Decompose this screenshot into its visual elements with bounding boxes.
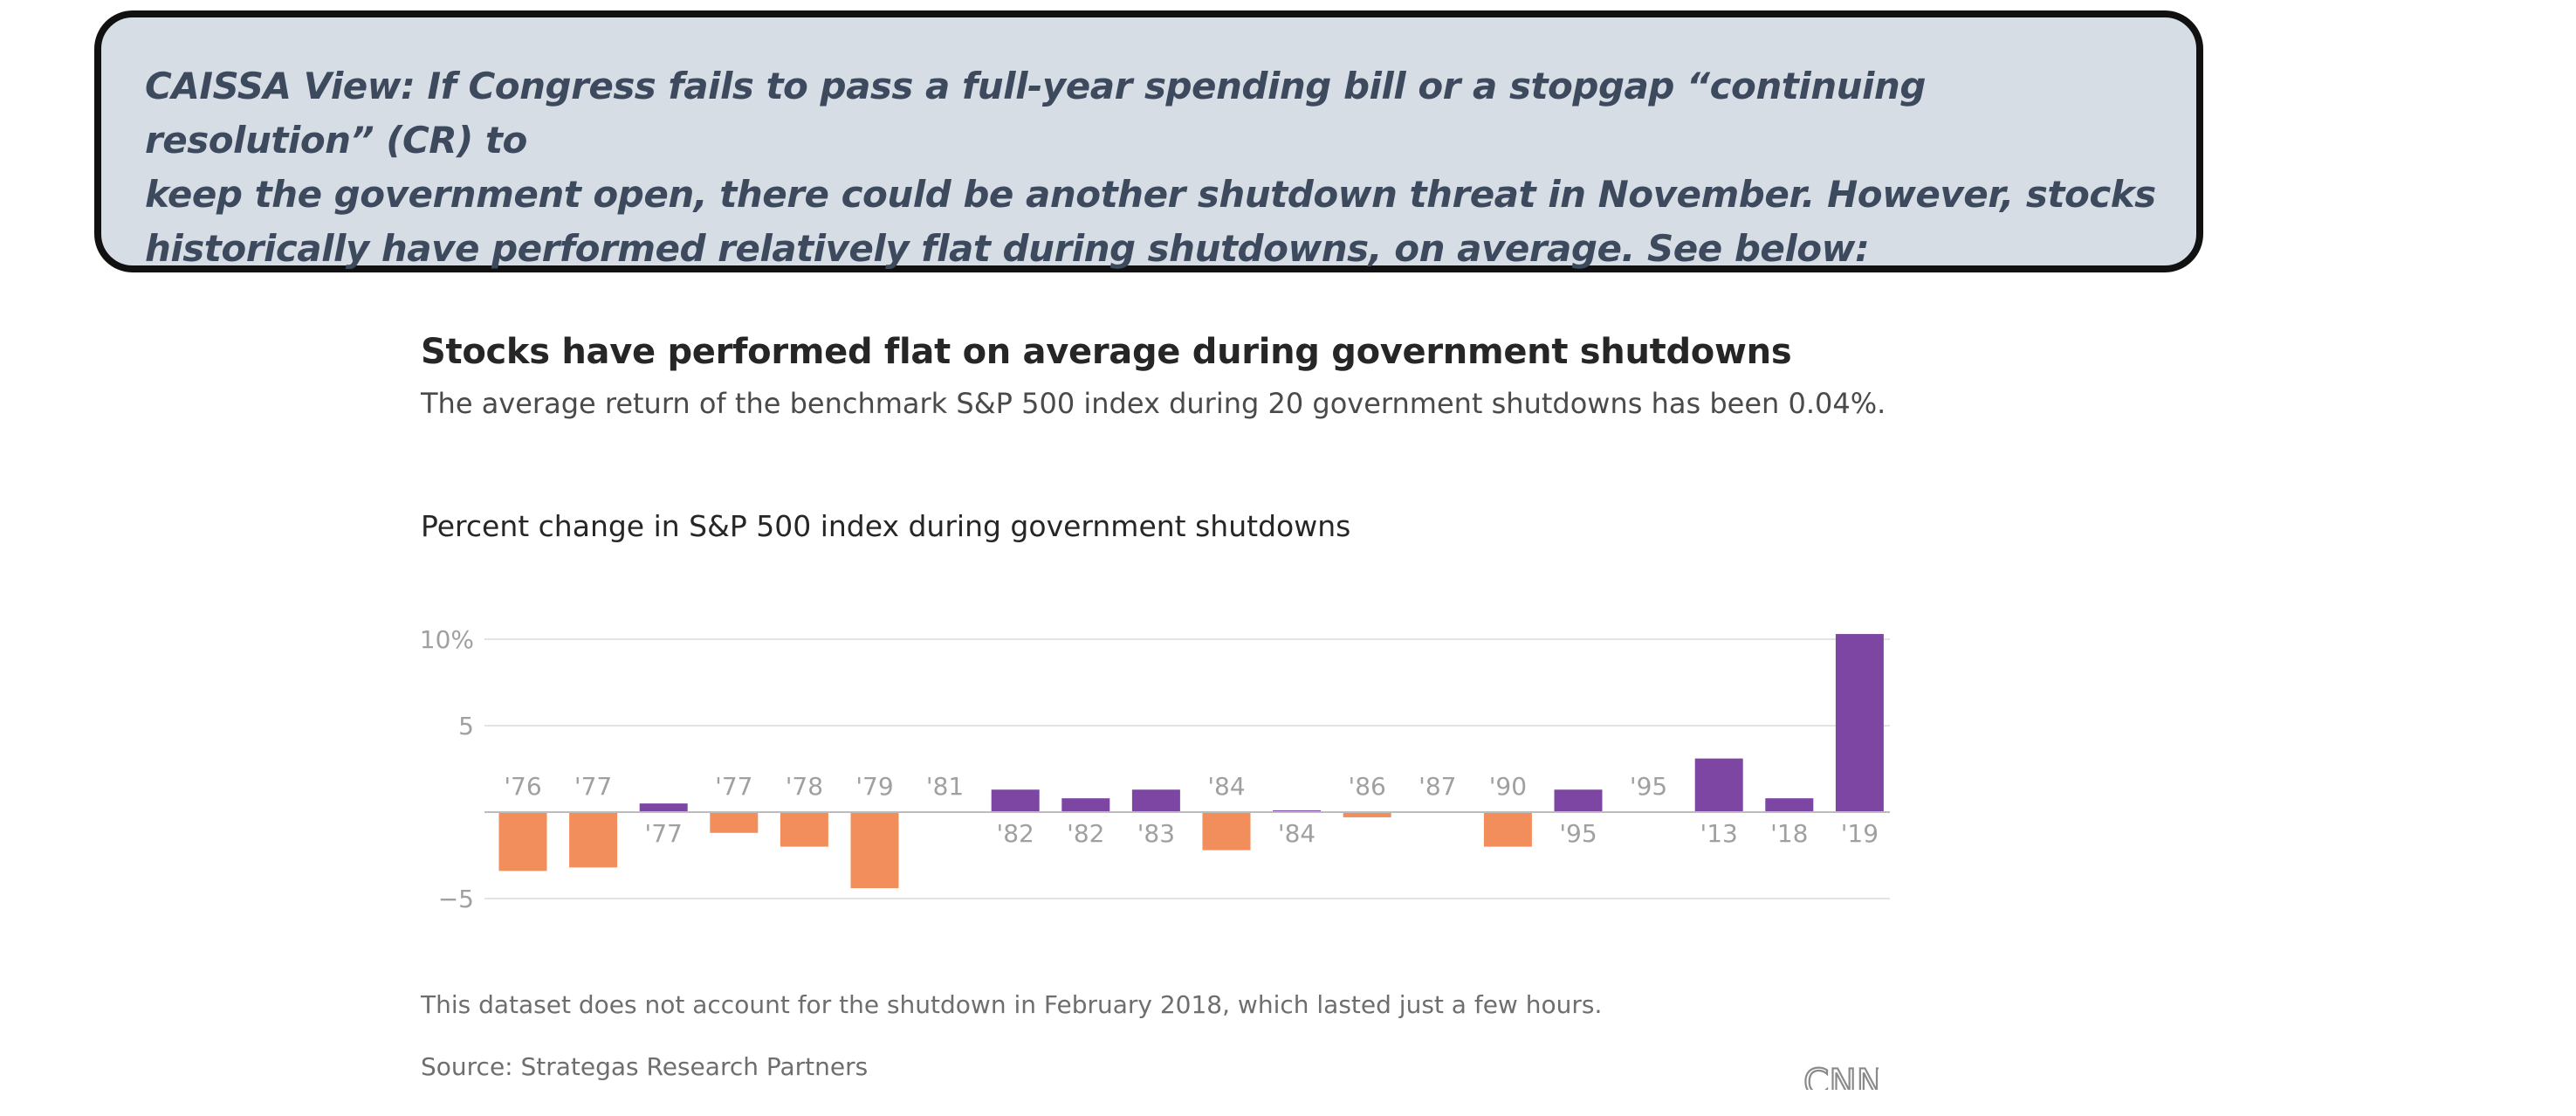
category-label: '13 xyxy=(1700,819,1738,848)
cnn-logo: CNN xyxy=(1803,1060,1879,1090)
category-label: '77 xyxy=(574,772,612,801)
bar xyxy=(1131,789,1180,812)
bar xyxy=(780,812,828,847)
bar xyxy=(991,789,1040,812)
bar xyxy=(1765,798,1814,812)
category-label: '19 xyxy=(1841,819,1879,848)
bar xyxy=(1343,812,1391,817)
bar xyxy=(1202,812,1251,851)
bar xyxy=(498,812,547,871)
chart-subtitle: The average return of the benchmark S&P … xyxy=(421,387,1886,420)
bar xyxy=(1061,798,1110,812)
bar xyxy=(1694,758,1743,812)
category-label: '79 xyxy=(855,772,893,801)
bar xyxy=(1483,812,1532,847)
chart-footnote: This dataset does not account for the sh… xyxy=(421,990,1603,1019)
bar xyxy=(639,803,688,812)
category-label: '87 xyxy=(1419,772,1456,801)
chart-heading: Percent change in S&P 500 index during g… xyxy=(421,509,1351,543)
category-label: '78 xyxy=(786,772,823,801)
category-label: '76 xyxy=(504,772,541,801)
category-label: '82 xyxy=(997,819,1034,848)
bar xyxy=(1554,789,1603,812)
cnn-logo-text: CNN xyxy=(1803,1061,1879,1090)
category-label: '77 xyxy=(715,772,752,801)
chart-source: Source: Strategas Research Partners xyxy=(421,1052,869,1081)
category-label: '95 xyxy=(1559,819,1597,848)
bar xyxy=(1835,634,1884,812)
category-label: '18 xyxy=(1770,819,1808,848)
callout-text: CAISSA View: If Congress fails to pass a… xyxy=(145,65,2156,270)
y-tick-label: 10% xyxy=(420,625,474,654)
y-tick-label: −5 xyxy=(438,885,474,913)
category-label: '90 xyxy=(1489,772,1527,801)
category-label: '86 xyxy=(1349,772,1386,801)
bar xyxy=(850,812,899,889)
category-label: '84 xyxy=(1278,819,1315,848)
category-label: '82 xyxy=(1067,819,1104,848)
category-label: '81 xyxy=(926,772,964,801)
category-label: '83 xyxy=(1137,819,1175,848)
chart-title: Stocks have performed flat on average du… xyxy=(421,332,1792,372)
y-tick-label: 5 xyxy=(458,712,474,741)
category-label: '95 xyxy=(1630,772,1667,801)
bar xyxy=(569,812,618,868)
category-label: '77 xyxy=(645,819,683,848)
caissa-view-callout: CAISSA View: If Congress fails to pass a… xyxy=(94,10,2203,272)
bar xyxy=(710,812,759,833)
category-label: '84 xyxy=(1207,772,1245,801)
